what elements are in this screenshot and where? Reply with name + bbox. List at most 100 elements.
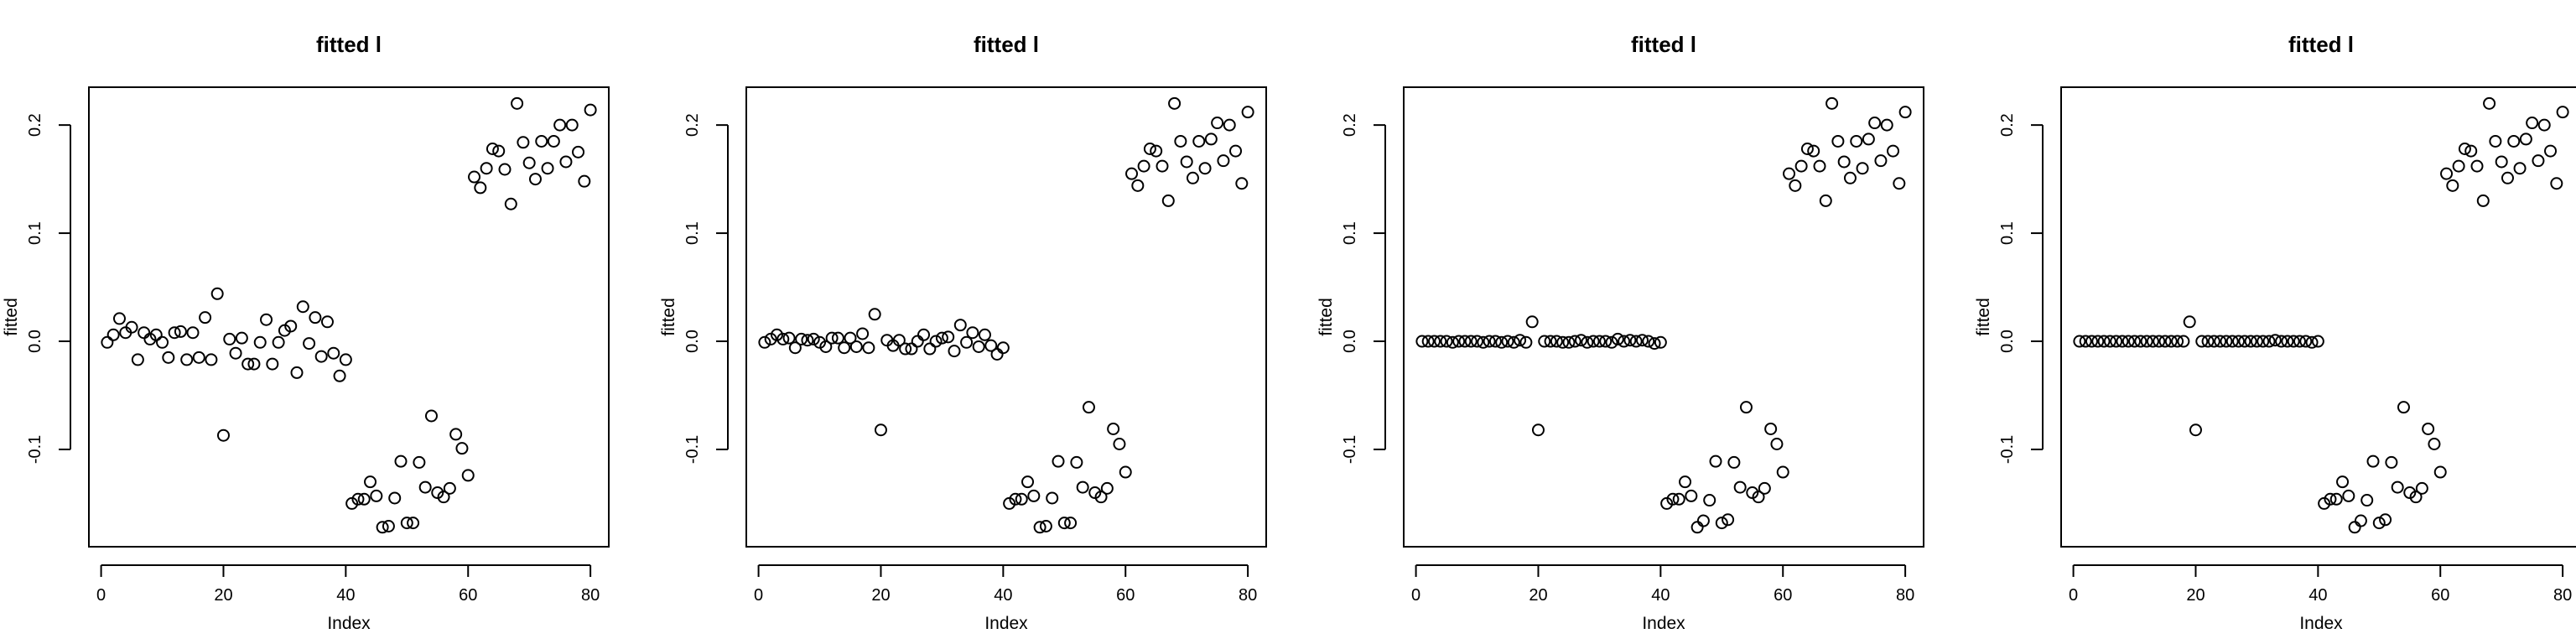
data-point [1764, 422, 1778, 435]
data-point [474, 181, 487, 195]
data-point [528, 173, 542, 186]
y-tick-label: 0.1 [683, 221, 702, 245]
data-point [2519, 132, 2532, 146]
y-tick-label: 0.2 [26, 113, 44, 137]
data-point [1826, 96, 1839, 110]
x-tick-label: 80 [1896, 586, 1914, 605]
data-point [1057, 517, 1071, 530]
y-tick-label: 0.1 [1341, 221, 1359, 245]
data-point [309, 311, 322, 325]
x-tick-label: 40 [2309, 586, 2327, 605]
data-point [1229, 144, 1243, 158]
data-point [272, 335, 285, 349]
data-point [1452, 335, 1466, 348]
data-point [2483, 96, 2496, 110]
data-point [333, 369, 346, 382]
data-point [2281, 335, 2294, 348]
data-point [1495, 335, 1509, 349]
data-point [364, 475, 377, 489]
data-point [1082, 401, 1095, 414]
data-point [1843, 171, 1857, 184]
data-point [327, 346, 340, 360]
data-point [2440, 167, 2454, 180]
data-point [1758, 481, 1771, 495]
data-point [382, 520, 395, 533]
data-point [1150, 144, 1163, 158]
data-point [1156, 159, 1169, 173]
data-point [966, 326, 979, 340]
data-point [807, 332, 820, 345]
data-point [2464, 144, 2478, 158]
data-point [498, 163, 512, 176]
data-point [2214, 335, 2227, 348]
data-point [192, 351, 205, 364]
data-point [1507, 335, 1520, 349]
data-point [1587, 335, 1600, 348]
x-tick-label: 0 [96, 586, 106, 605]
data-point [2079, 335, 2092, 348]
data-point [168, 326, 181, 340]
data-point [960, 335, 974, 349]
data-point [795, 332, 808, 345]
data-point [1654, 335, 1667, 349]
data-point [1813, 159, 1826, 173]
x-tick-label: 20 [1529, 586, 1547, 605]
data-point [1015, 492, 1028, 506]
data-point [1235, 177, 1249, 190]
data-point [2103, 335, 2116, 348]
y-tick-label: 0.0 [1998, 330, 2017, 353]
plot-frame [745, 86, 1267, 548]
data-point [1415, 335, 1429, 348]
data-point [418, 480, 432, 494]
data-point [112, 312, 126, 325]
data-point [1119, 465, 1132, 479]
data-point [917, 328, 931, 341]
data-point [1064, 517, 1078, 530]
data-point [504, 197, 517, 210]
data-point [1679, 475, 1692, 489]
data-point [229, 346, 242, 360]
data-point [1893, 177, 1906, 190]
data-point [351, 492, 365, 506]
data-point [1100, 481, 1114, 495]
data-point [131, 353, 144, 366]
data-point [180, 353, 194, 366]
y-tick-label: -0.1 [1998, 435, 2017, 464]
data-point [1033, 521, 1046, 534]
data-point [2550, 177, 2563, 190]
chart-title: fitted l [1631, 32, 1696, 57]
data-point [2422, 422, 2435, 435]
data-point [856, 327, 870, 340]
data-point [1874, 154, 1888, 168]
data-point [2354, 514, 2367, 527]
x-axis-label: Index [1642, 614, 1685, 633]
data-point [1575, 334, 1588, 347]
data-point [388, 491, 402, 505]
plot-frame [1403, 86, 1924, 548]
data-point [2428, 438, 2441, 451]
data-point [1446, 335, 1459, 349]
data-point [320, 315, 334, 329]
data-point [972, 340, 985, 353]
data-point [1703, 494, 1716, 507]
data-point [1125, 167, 1139, 180]
data-point [1483, 335, 1496, 348]
data-point [2446, 179, 2459, 192]
data-point [1161, 194, 1175, 207]
data-point [455, 442, 469, 455]
x-tick-label: 60 [459, 586, 477, 605]
y-tick-label: -0.1 [683, 435, 702, 464]
data-point [370, 489, 383, 502]
data-point [2257, 335, 2270, 348]
data-point [1592, 335, 1606, 348]
data-point [2311, 335, 2324, 348]
data-point [400, 517, 413, 530]
data-point [1556, 335, 1570, 349]
data-point [1685, 489, 1698, 502]
data-point [1137, 159, 1150, 173]
data-point [935, 331, 948, 345]
data-point [1623, 334, 1637, 347]
x-axis-label: Index [984, 614, 1028, 633]
x-tick-label: 20 [871, 586, 890, 605]
data-point [2537, 118, 2551, 132]
